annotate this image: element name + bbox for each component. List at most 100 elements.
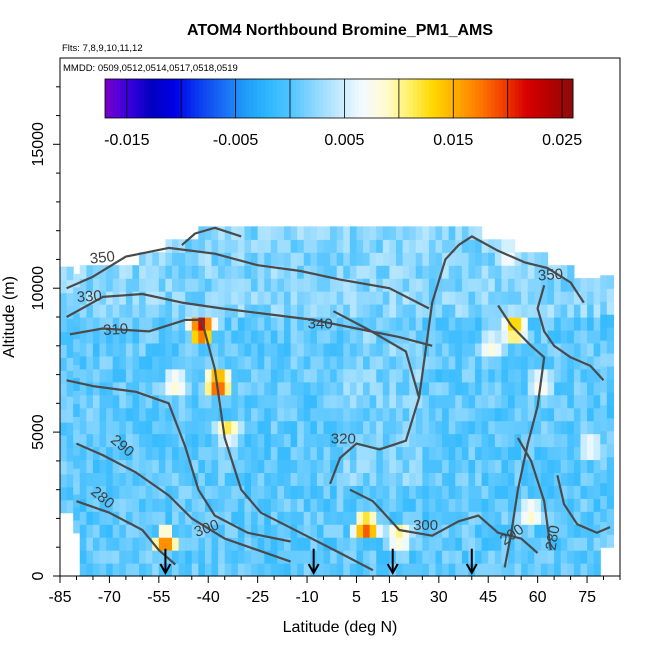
heatmap-cell: [303, 252, 311, 266]
heatmap-cell: [547, 355, 555, 370]
heatmap-cell: [573, 524, 582, 538]
heatmap-cell: [363, 472, 371, 486]
heatmap-cell: [158, 329, 167, 344]
heatmap-cell: [257, 524, 265, 538]
heatmap-cell: [178, 304, 186, 318]
heatmap-cell: [508, 498, 516, 512]
heatmap-cell: [442, 407, 450, 422]
heatmap-cell: [527, 459, 535, 473]
heatmap-cell: [349, 537, 358, 551]
heatmap-cell: [508, 407, 516, 422]
heatmap-cell: [106, 304, 114, 318]
heatmap-cell: [145, 563, 153, 577]
heatmap-cell: [494, 278, 503, 292]
heatmap-cell: [198, 420, 206, 435]
heatmap-cell: [488, 304, 496, 318]
heatmap-cell: [290, 407, 298, 422]
heatmap-cell: [165, 329, 173, 344]
heatmap-cell: [231, 459, 239, 473]
heatmap-cell: [73, 338, 81, 353]
heatmap-cell: [330, 265, 338, 279]
heatmap-cell: [158, 252, 167, 266]
heatmap-cell: [422, 252, 430, 266]
heatmap-cell: [415, 226, 423, 240]
heatmap-cell: [86, 407, 94, 422]
heatmap-cell: [488, 433, 496, 448]
heatmap-cell: [86, 342, 94, 357]
heatmap-cell: [224, 381, 232, 396]
heatmap-cell: [475, 381, 483, 396]
heatmap-cell: [514, 524, 522, 538]
heatmap-cell: [297, 485, 305, 499]
heatmap-cell: [92, 381, 101, 396]
heatmap-cell: [172, 459, 180, 473]
heatmap-cell: [336, 239, 344, 253]
heatmap-cell: [514, 472, 522, 486]
heatmap-cell: [112, 563, 120, 577]
y-tick-label: 5000: [30, 414, 47, 450]
heatmap-cell: [488, 407, 496, 422]
heatmap-cell: [198, 446, 206, 461]
heatmap-cell: [185, 252, 193, 266]
heatmap-cell: [303, 342, 311, 357]
heatmap-cell: [580, 381, 588, 396]
heatmap-cell: [237, 394, 246, 409]
heatmap-cell: [244, 226, 252, 240]
heatmap-cell: [119, 278, 127, 292]
heatmap-cell: [389, 252, 397, 266]
heatmap-cell: [389, 472, 397, 486]
heatmap-cell: [455, 381, 463, 396]
heatmap-cell: [145, 394, 153, 409]
heatmap-cell: [508, 472, 516, 486]
heatmap-cell: [448, 472, 456, 486]
heatmap-cell: [396, 459, 404, 473]
heatmap-cell: [152, 304, 160, 318]
heatmap-cell: [435, 394, 443, 409]
heatmap-cell: [481, 252, 489, 266]
heatmap-cell: [218, 381, 226, 396]
heatmap-cell: [310, 278, 318, 292]
heatmap-cell: [139, 446, 147, 461]
heatmap-cell: [415, 524, 423, 538]
heatmap-cell: [204, 420, 213, 435]
heatmap-cell: [323, 252, 331, 266]
heatmap-cell: [494, 511, 503, 525]
heatmap-cell: [527, 291, 535, 305]
heatmap-cell: [481, 459, 489, 473]
heatmap-cell: [560, 485, 568, 499]
heatmap-cell: [600, 430, 608, 445]
heatmap-cell: [99, 265, 107, 279]
heatmap-cell: [494, 485, 503, 499]
heatmap-cell: [442, 433, 450, 448]
heatmap-cell: [152, 537, 160, 551]
heatmap-cell: [402, 317, 410, 331]
heatmap-cell: [435, 291, 443, 305]
heatmap-cell: [86, 563, 94, 577]
heatmap-cell: [290, 239, 298, 253]
heatmap-cell: [172, 304, 180, 318]
heatmap-cell: [527, 498, 535, 512]
heatmap-cell: [547, 407, 555, 422]
heatmap-cell: [132, 563, 140, 577]
heatmap-cell: [270, 472, 279, 486]
heatmap-cell: [60, 357, 68, 371]
heatmap-cell: [60, 344, 68, 358]
heatmap-cell: [79, 329, 87, 344]
heatmap-cell: [330, 459, 338, 473]
heatmap-cell: [257, 265, 265, 279]
heatmap-cell: [580, 368, 588, 383]
heatmap-cell: [567, 381, 575, 396]
heatmap-cell: [172, 433, 180, 448]
heatmap-cell: [303, 550, 311, 564]
heatmap-cell: [560, 394, 568, 409]
heatmap-cell: [481, 368, 489, 383]
heatmap-cell: [363, 446, 371, 461]
heatmap-cell: [494, 329, 503, 344]
heatmap-cell: [409, 472, 417, 486]
heatmap-cell: [73, 519, 81, 534]
heatmap-cell: [606, 365, 615, 380]
heatmap-cell: [600, 482, 608, 497]
heatmap-cell: [92, 420, 101, 435]
heatmap-cell: [573, 368, 582, 383]
heatmap-cell: [343, 524, 351, 538]
